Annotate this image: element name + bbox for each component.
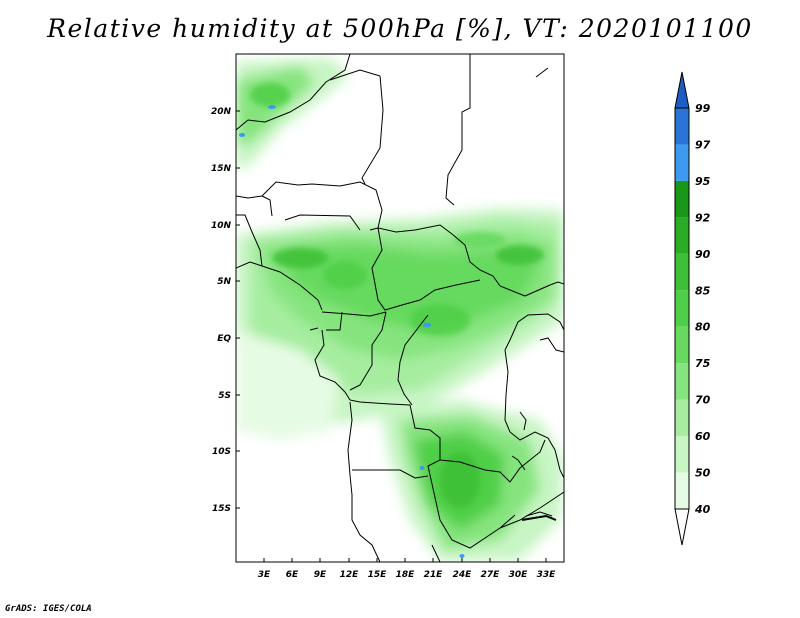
colorbar-cap-low	[674, 508, 690, 546]
colorbar-swatch	[675, 363, 689, 400]
latitude-axis: 20N 15N 10N 5N EQ 5S 10S 15S	[211, 107, 232, 514]
lat-label: EQ	[217, 334, 231, 344]
colorbar-label: 95	[695, 175, 711, 188]
lat-label: 5S	[218, 391, 231, 401]
colorbar-label: 85	[695, 284, 711, 297]
latitude-ticks	[236, 110, 240, 509]
colorbar-label: 97	[695, 138, 711, 151]
colorbar-label: 90	[695, 248, 711, 261]
lon-label: 12E	[340, 570, 360, 580]
colorbar-label: 40	[694, 503, 711, 516]
colorbar-swatch	[675, 399, 689, 437]
lon-label: 15E	[368, 570, 388, 580]
lat-label: 15N	[211, 164, 232, 174]
colorbar-cap-high	[674, 71, 690, 109]
plot-frame	[235, 53, 565, 563]
lon-label: 24E	[453, 570, 473, 580]
lon-label: 21E	[424, 570, 444, 580]
grads-credit: GrADS: IGES/COLA	[5, 604, 92, 614]
lon-label: 3E	[258, 570, 271, 580]
colorbar-swatch	[675, 144, 689, 181]
colorbar-swatch	[675, 217, 689, 254]
colorbar-swatch	[675, 472, 689, 509]
lat-label: 10N	[211, 221, 232, 231]
colorbar-swatch	[675, 180, 689, 218]
lon-label: 9E	[314, 570, 327, 580]
country-borders	[236, 54, 564, 562]
colorbar-swatch	[675, 108, 689, 145]
colorbar-swatch	[675, 253, 689, 291]
colorbar-label: 99	[695, 102, 711, 115]
lon-label: 27E	[481, 570, 501, 580]
lon-label: 33E	[537, 570, 557, 580]
map-title: Relative humidity at 500hPa [%], VT: 202…	[47, 14, 753, 43]
humidity-field	[236, 54, 564, 562]
colorbar-label: 50	[695, 467, 711, 480]
colorbar-swatch	[675, 436, 689, 473]
colorbar-label: 92	[695, 211, 711, 224]
colorbar-label: 75	[695, 357, 711, 370]
lat-label: 5N	[217, 277, 231, 287]
longitude-axis: 3E 6E 9E 12E 15E 18E 21E 24E 27E 30E 33E	[258, 570, 556, 580]
lat-label: 15S	[212, 504, 231, 514]
colorbar-label: 80	[695, 321, 711, 334]
colorbar-swatch	[675, 290, 689, 327]
lat-label: 10S	[212, 447, 231, 457]
longitude-ticks	[263, 558, 547, 562]
colorbar-label: 60	[695, 430, 711, 443]
lon-label: 18E	[396, 570, 416, 580]
lon-label: 30E	[509, 570, 529, 580]
colorbar-swatch	[675, 326, 689, 364]
lat-label: 20N	[211, 107, 232, 117]
colorbar-label: 70	[695, 394, 711, 407]
colorbar-border	[674, 107, 690, 510]
colorbar: 99 97 95 92 90 85 80 75 70 60 50 40	[674, 71, 711, 546]
lon-label: 6E	[286, 570, 299, 580]
